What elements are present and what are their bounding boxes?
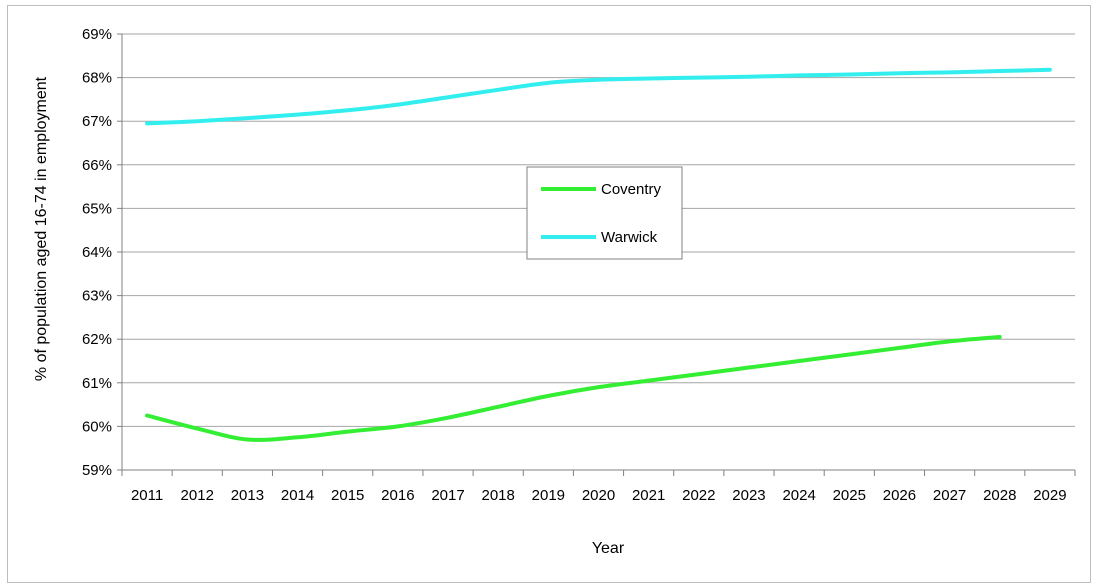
x-tick-label: 2014 [281,487,314,504]
x-tick-label: 2022 [682,487,715,504]
x-tick-label: 2025 [833,487,866,504]
x-tick-label: 2012 [181,487,214,504]
series-line-warwick [145,67,1052,126]
y-tick-label: 68% [82,70,112,87]
y-tick-label: 61% [82,375,112,392]
y-tick-label: 66% [82,157,112,174]
y-tick-label: 62% [82,331,112,348]
x-tick-label: 2024 [782,487,815,504]
y-tick-labels: 59% 60% 61% 62% 63% 64% 65% 66% 67% 68% 69% [82,26,112,479]
x-tick-label: 2027 [933,487,966,504]
x-tick-label: 2028 [983,487,1016,504]
gridlines [122,33,1075,427]
x-tick-label: 2021 [632,487,665,504]
x-tick-label: 2026 [883,487,916,504]
y-tick-label: 60% [82,418,112,435]
x-tick-labels: 2011 2012 2013 2014 2015 2016 2017 2018 2019 2020… [131,487,1067,504]
series-lines [145,67,1052,442]
legend-box [526,166,683,260]
x-tick-label: 2015 [331,487,364,504]
x-tick-label: 2018 [481,487,514,504]
y-tick-label: 69% [82,26,112,43]
x-tick-label: 2029 [1033,487,1066,504]
legend: Coventry Warwick [526,166,683,260]
x-axis-title: Year [592,540,625,557]
y-tick-label: 63% [82,288,112,305]
y-tick-label: 67% [82,113,112,130]
x-tick-label: 2011 [131,487,163,504]
y-tick-label: 64% [82,244,112,261]
axes [117,33,1076,476]
chart-frame [7,5,1091,583]
legend-label-warwick: Warwick [601,229,658,246]
y-tick-label: 59% [82,462,112,479]
y-tick-label: 65% [82,200,112,217]
x-tick-label: 2016 [381,487,414,504]
x-tick-label: 2020 [582,487,615,504]
series-line-coventry [145,335,1002,442]
legend-label-coventry: Coventry [601,181,662,198]
x-tick-label: 2019 [532,487,565,504]
x-tick-label: 2017 [431,487,464,504]
x-tick-label: 2023 [732,487,765,504]
x-tick-label: 2013 [231,487,264,504]
y-axis-title: % of population aged 16-74 in employment [33,76,50,381]
